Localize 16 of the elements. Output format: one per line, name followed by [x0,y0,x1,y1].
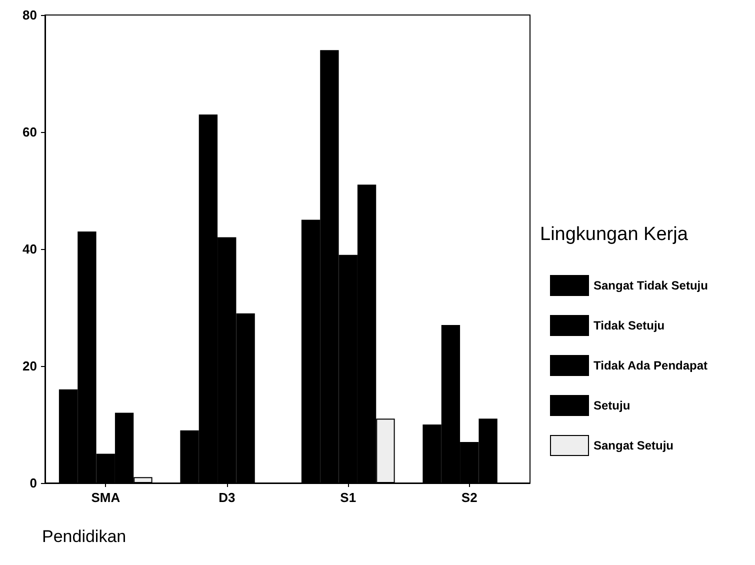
x-axis-title: Pendidikan [42,527,126,546]
y-tick-label: 60 [22,124,37,140]
legend-title: Lingkungan Kerja [540,224,688,245]
y-tick-label: 0 [30,476,37,490]
legend-label: Sangat Setuju [594,438,674,452]
x-tick-label: SMA [91,490,121,505]
x-tick-label: S1 [340,490,356,505]
legend-label: Sangat Tidak Setuju [594,278,708,292]
x-tick-label: S2 [461,490,478,505]
y-tick-label: 80 [22,8,37,22]
legend-label: Tidak Ada Pendapat [594,358,708,372]
legend-label: Tidak Setuju [594,318,665,332]
y-tick-label: 20 [22,358,37,374]
x-tick-label: D3 [218,490,236,505]
legend-label: Setuju [594,398,630,412]
y-tick-label: 40 [22,242,37,256]
